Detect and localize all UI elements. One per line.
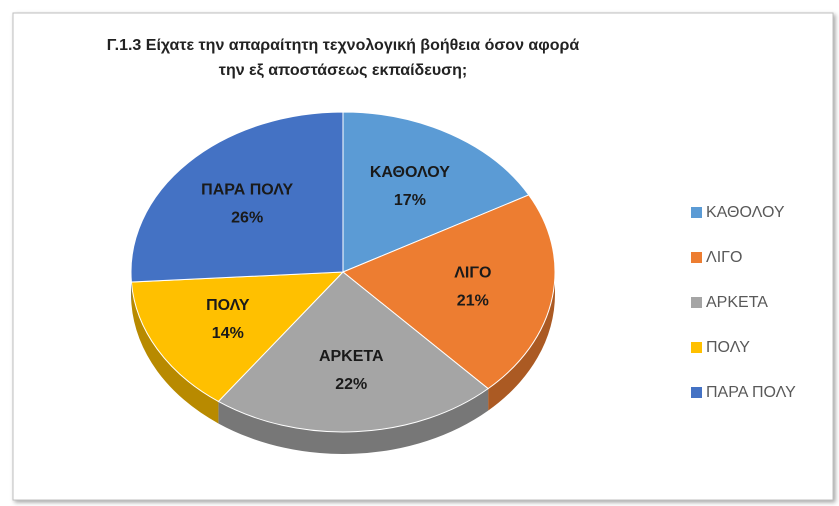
legend-swatch — [691, 342, 702, 353]
slice-side — [218, 388, 489, 454]
data-label-category: ΑΡΚΕΤΑ — [319, 348, 384, 365]
legend-label: ΑΡΚΕΤΑ — [706, 294, 768, 311]
data-label-value: 14% — [212, 325, 244, 342]
legend-label: ΠΑΡΑ ΠΟΛΥ — [706, 384, 796, 401]
legend-swatch — [691, 297, 702, 308]
data-label-value: 22% — [335, 376, 367, 393]
data-label-category: ΚΑΘΟΛΟΥ — [370, 164, 450, 181]
legend-swatch — [691, 387, 702, 398]
legend-swatch — [691, 207, 702, 218]
data-label-category: ΠΑΡΑ ΠΟΛΥ — [201, 181, 293, 198]
legend-label: ΚΑΘΟΛΟΥ — [706, 204, 785, 221]
slice — [217, 271, 489, 433]
data-label-category: ΛΙΓΟ — [454, 265, 491, 282]
slice — [342, 111, 530, 273]
legend-swatch — [691, 252, 702, 263]
legend-label: ΛΙΓΟ — [706, 249, 742, 266]
data-label-value: 21% — [457, 293, 489, 310]
chart-title: Γ.1.3 Είχατε την απαραίτητη τεχνολογική … — [107, 37, 580, 54]
slice — [130, 111, 344, 283]
slice — [130, 271, 345, 403]
data-label-value: 17% — [394, 192, 426, 209]
slice — [342, 194, 556, 390]
chart-title: την εξ αποστάσεως εκπαίδευση; — [219, 62, 467, 79]
data-label-value: 26% — [231, 209, 263, 226]
legend-label: ΠΟΛΥ — [706, 339, 750, 356]
data-label-category: ΠΟΛΥ — [206, 297, 250, 314]
